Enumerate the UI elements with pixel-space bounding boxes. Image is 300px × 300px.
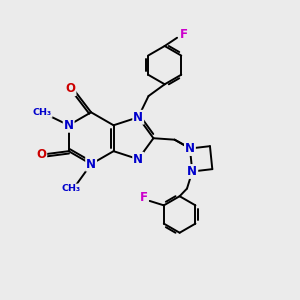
Text: N: N — [187, 165, 197, 178]
Text: N: N — [64, 119, 74, 132]
Text: O: O — [65, 82, 76, 95]
Text: CH₃: CH₃ — [62, 184, 81, 194]
Text: N: N — [133, 111, 143, 124]
Text: N: N — [86, 158, 96, 171]
Text: O: O — [36, 148, 46, 160]
Text: N: N — [185, 142, 195, 155]
Text: F: F — [140, 191, 148, 205]
Text: CH₃: CH₃ — [33, 108, 52, 117]
Text: F: F — [179, 28, 188, 41]
Text: N: N — [133, 153, 143, 166]
